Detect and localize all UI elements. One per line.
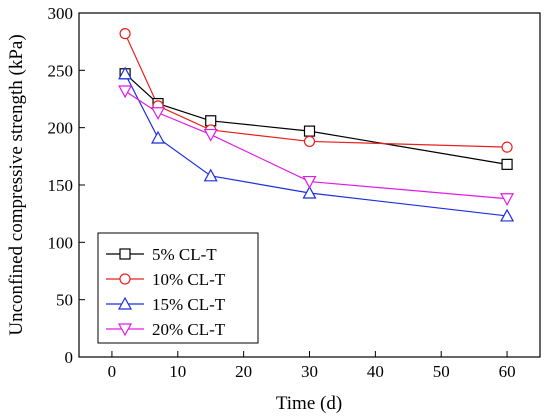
y-tick-label: 200 <box>48 119 74 138</box>
series-line-3 <box>124 73 508 217</box>
x-tick-label: 30 <box>301 362 318 381</box>
series-line-2 <box>124 33 508 148</box>
legend-marker-4 <box>117 323 133 337</box>
x-tick-label: 50 <box>433 362 450 381</box>
x-tick-label: 10 <box>169 362 186 381</box>
x-tick-label: 60 <box>499 362 516 381</box>
data-point-series-3 <box>500 208 515 222</box>
y-tick-label: 0 <box>65 348 74 367</box>
y-axis-title: Unconfined compressive strength (kPa) <box>6 34 27 335</box>
data-point-series-2 <box>501 141 513 153</box>
series-line-4 <box>124 90 508 200</box>
data-point-series-1 <box>303 125 316 137</box>
data-point-series-3 <box>151 130 166 144</box>
legend-label-1: 5% CL-T <box>152 245 217 264</box>
series-line-1 <box>124 73 508 165</box>
legend: 5% CL-T 10% CL-T 15% CL-T 20% CL-T <box>97 232 259 344</box>
data-point-series-2 <box>119 28 131 40</box>
legend-label-3: 15% CL-T <box>152 295 226 314</box>
y-tick-label: 100 <box>48 233 74 252</box>
legend-marker-2 <box>119 273 131 285</box>
x-axis-title: Time (d) <box>276 393 342 414</box>
data-point-series-4 <box>302 175 317 189</box>
legend-marker-1 <box>119 248 131 260</box>
y-tick-label: 250 <box>48 61 74 80</box>
x-tick-label: 0 <box>108 362 117 381</box>
series-lines <box>124 33 508 217</box>
data-point-series-3 <box>203 168 218 182</box>
data-point-series-3 <box>118 66 133 80</box>
data-point-series-3 <box>302 185 317 199</box>
data-point-series-4 <box>500 193 515 207</box>
legend-marker-3 <box>117 296 133 310</box>
data-point-series-4 <box>203 128 218 142</box>
y-tick-label: 150 <box>48 176 74 195</box>
data-point-series-4 <box>151 107 166 121</box>
y-tick-label: 50 <box>56 291 73 310</box>
data-point-series-1 <box>501 158 513 170</box>
data-point-series-2 <box>303 135 316 148</box>
x-tick-label: 40 <box>367 362 384 381</box>
legend-label-2: 10% CL-T <box>152 270 226 289</box>
data-point-series-4 <box>118 85 133 99</box>
data-point-series-1 <box>205 115 217 127</box>
y-tick-label: 300 <box>48 4 74 23</box>
x-tick-label: 20 <box>235 362 252 381</box>
axis-ticks: 0 10 20 30 40 50 60 0 50 100 150 200 250 300 <box>48 4 516 381</box>
legend-label-4: 20% CL-T <box>152 320 226 339</box>
series-markers <box>118 28 515 222</box>
